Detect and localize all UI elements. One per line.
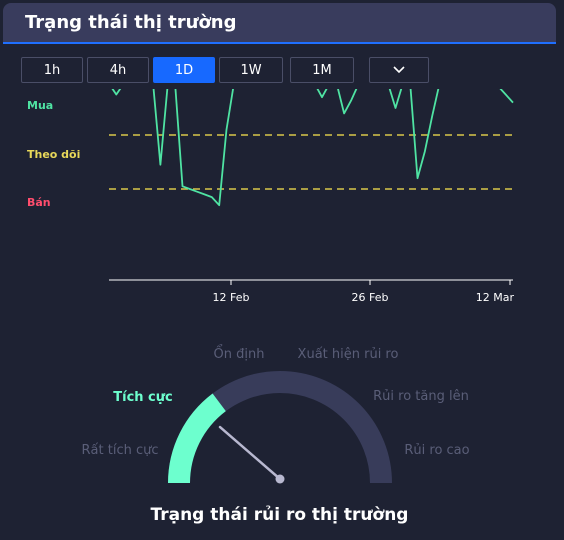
panel-header: Trạng thái thị trường [3,3,556,44]
market-status-panel: Trạng thái thị trường 1h 4h 1D 1W 1M Mua… [3,3,556,540]
status-series-line [111,89,514,207]
gauge-label: Xuất hiện rủi ro [298,347,399,362]
level-label: Theo dõi [27,148,80,161]
panel-title: Trạng thái thị trường [25,12,237,33]
timeframe-1d-button[interactable]: 1D [153,57,215,83]
level-label: Mua [27,99,53,112]
gauge-title: Trạng thái rủi ro thị trường [150,505,409,525]
gauge-needle-pivot [275,474,285,484]
level-label: Bán [27,196,51,209]
gauge-label: Rủi ro cao [404,443,469,458]
gauge-label: Rất tích cực [82,443,159,458]
gauge-label: Tích cực [113,390,172,405]
timeframe-1m-button[interactable]: 1M [290,57,354,83]
timeframe-1h-button[interactable]: 1h [21,57,83,83]
gauge-label: Rủi ro tăng lên [373,389,469,404]
timeframe-1w-button[interactable]: 1W [219,57,283,83]
timeframe-4h-button[interactable]: 4h [87,57,149,83]
chevron-down-icon [393,66,405,74]
gauge-label: Ổn định [214,345,265,362]
x-tick-label: 26 Feb [352,291,389,304]
market-status-chart: Mua Theo dõi Bán 12 Feb 26 Feb 12 Mar [27,89,515,304]
x-tick-label: 12 Feb [213,291,250,304]
x-tick-label: 12 Mar [476,291,515,304]
timeframe-dropdown-button[interactable] [369,57,429,83]
gauge-active-segment [167,393,227,484]
risk-gauge: Rất tích cực Tích cực Ổn định Xuất hiện rủi… [82,345,470,484]
gauge-needle [218,425,282,481]
